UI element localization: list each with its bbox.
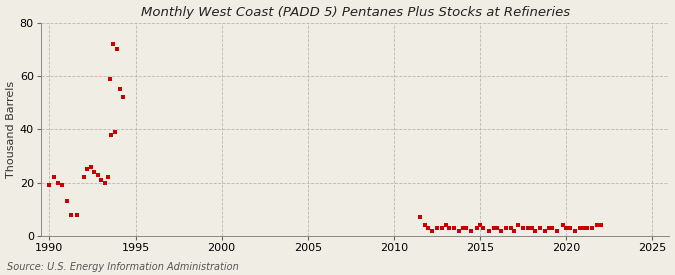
Point [454,229,464,233]
Point [561,226,572,230]
Point [461,226,472,230]
Point [466,229,477,233]
Point [115,87,126,91]
Point [104,76,115,81]
Point [423,226,434,230]
Point [427,229,437,233]
Point [106,132,117,137]
Point [518,226,529,230]
Point [443,226,454,230]
Point [574,226,585,230]
Point [471,226,482,230]
Point [414,215,425,219]
Point [489,226,500,230]
Point [492,226,503,230]
Point [458,226,468,230]
Point [581,226,592,230]
Point [99,180,110,185]
Point [592,223,603,227]
Point [44,183,55,188]
Point [540,229,551,233]
Point [526,226,537,230]
Point [543,226,554,230]
Point [437,226,448,230]
Point [506,226,516,230]
Point [478,226,489,230]
Point [509,229,520,233]
Point [530,229,541,233]
Point [109,130,120,134]
Point [89,170,100,174]
Point [49,175,59,180]
Point [118,95,129,100]
Point [92,172,103,177]
Point [564,226,575,230]
Point [512,223,523,227]
Point [547,226,558,230]
Point [500,226,511,230]
Point [535,226,545,230]
Point [440,223,451,227]
Y-axis label: Thousand Barrels: Thousand Barrels [5,81,16,178]
Point [57,183,68,188]
Point [431,226,442,230]
Point [61,199,72,204]
Point [65,213,76,217]
Point [103,175,113,180]
Point [419,223,430,227]
Point [569,229,580,233]
Point [78,175,89,180]
Point [523,226,534,230]
Point [449,226,460,230]
Point [578,226,589,230]
Point [108,42,119,46]
Point [483,229,494,233]
Point [495,229,506,233]
Point [111,47,122,51]
Point [475,223,485,227]
Text: Source: U.S. Energy Information Administration: Source: U.S. Energy Information Administ… [7,262,238,272]
Point [552,229,563,233]
Point [72,213,82,217]
Point [85,164,96,169]
Point [82,167,92,172]
Title: Monthly West Coast (PADD 5) Pentanes Plus Stocks at Refineries: Monthly West Coast (PADD 5) Pentanes Plu… [140,6,570,18]
Point [595,223,606,227]
Point [587,226,597,230]
Point [53,180,63,185]
Point [558,223,568,227]
Point [96,178,107,182]
